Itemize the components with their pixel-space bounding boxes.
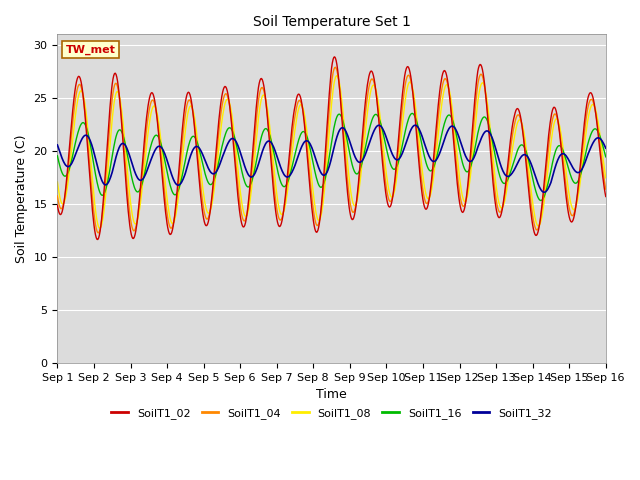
X-axis label: Time: Time [316,388,347,401]
Text: TW_met: TW_met [66,45,115,55]
Legend: SoilT1_02, SoilT1_04, SoilT1_08, SoilT1_16, SoilT1_32: SoilT1_02, SoilT1_04, SoilT1_08, SoilT1_… [107,403,556,423]
Y-axis label: Soil Temperature (C): Soil Temperature (C) [15,134,28,263]
Title: Soil Temperature Set 1: Soil Temperature Set 1 [253,15,410,29]
